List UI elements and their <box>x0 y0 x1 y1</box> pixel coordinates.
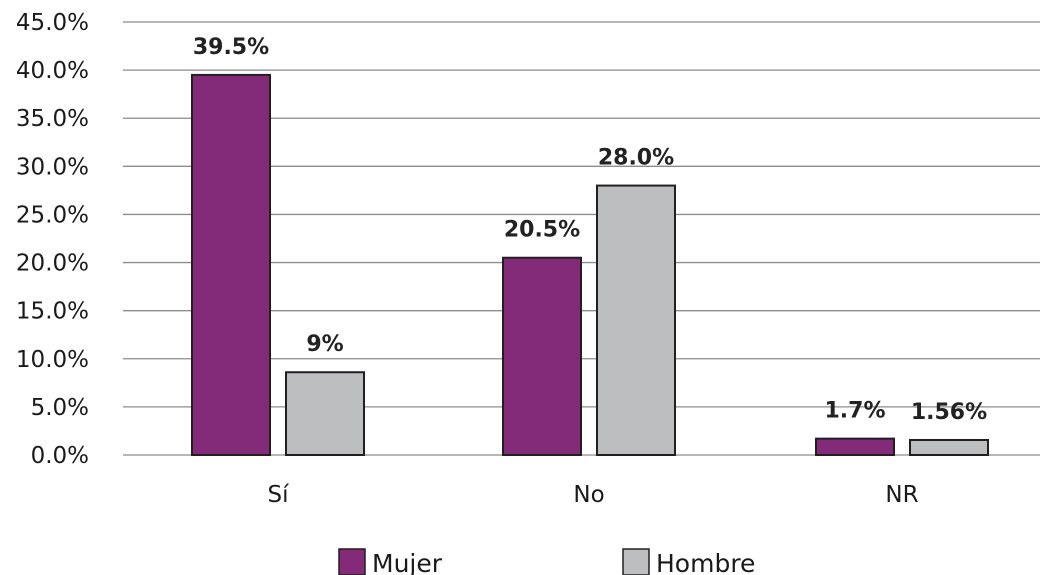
data-label: 9% <box>306 332 343 357</box>
bar-mujer-2 <box>815 437 895 456</box>
legend-item-mujer: Mujer <box>338 548 443 575</box>
y-tick-label: 5.0% <box>31 395 89 421</box>
bar-hombre-2 <box>909 438 989 456</box>
legend-label: Mujer <box>372 549 443 575</box>
x-axis-category-labels: Sí No NR <box>268 482 919 508</box>
x-category-label: No <box>573 482 604 508</box>
y-tick-label: 45.0% <box>16 10 89 36</box>
y-tick-label: 40.0% <box>16 58 89 84</box>
y-tick-label: 10.0% <box>16 347 89 373</box>
y-tick-label: 25.0% <box>16 202 89 228</box>
bar-mujer-0 <box>191 73 271 457</box>
y-tick-label: 20.0% <box>16 251 89 277</box>
bar-mujer-1 <box>502 256 582 456</box>
y-tick-label: 15.0% <box>16 299 89 325</box>
legend-swatch <box>338 548 366 575</box>
data-label: 20.5% <box>504 218 580 243</box>
data-label: 1.56% <box>911 400 987 425</box>
bars <box>191 73 989 457</box>
legend: Mujer Hombre <box>338 548 755 575</box>
legend-label: Hombre <box>656 549 755 575</box>
y-tick-label: 35.0% <box>16 106 89 132</box>
bar-hombre-1 <box>596 184 676 456</box>
y-axis-tick-labels: 45.0% 40.0% 35.0% 30.0% 25.0% 20.0% 15.0% 10.0%… <box>16 10 89 469</box>
data-label: 28.0% <box>598 146 674 171</box>
data-labels: 39.5% 9% 20.5% 28.0% 1.7% 1.56% <box>193 35 987 425</box>
data-label: 1.7% <box>824 399 885 424</box>
y-tick-label: 30.0% <box>16 154 89 180</box>
data-label: 39.5% <box>193 35 269 60</box>
y-tick-label: 0.0% <box>31 443 89 469</box>
x-category-label: NR <box>885 482 918 508</box>
bar-hombre-0 <box>285 371 365 457</box>
legend-item-hombre: Hombre <box>622 548 755 575</box>
legend-swatch <box>622 548 650 575</box>
x-category-label: Sí <box>268 482 290 508</box>
